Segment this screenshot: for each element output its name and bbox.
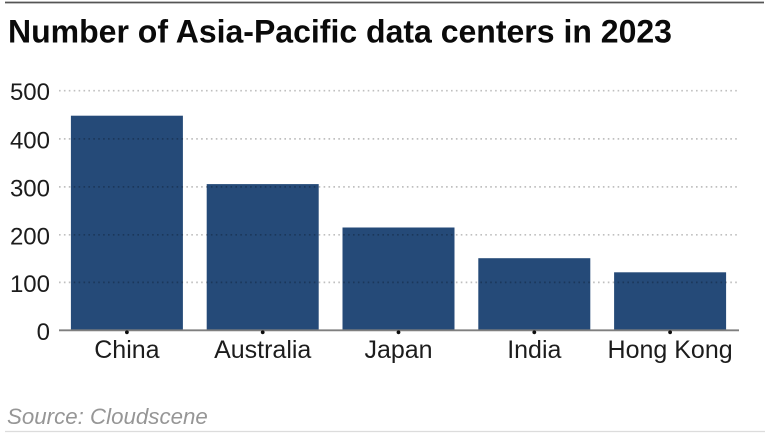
svg-text:0: 0 bbox=[37, 319, 50, 346]
svg-text:Number of Asia-Pacific data ce: Number of Asia-Pacific data centers in 2… bbox=[8, 14, 672, 50]
svg-text:India: India bbox=[507, 336, 561, 364]
svg-text:300: 300 bbox=[10, 175, 50, 202]
svg-text:Australia: Australia bbox=[214, 336, 311, 364]
svg-text:500: 500 bbox=[10, 79, 50, 106]
svg-text:400: 400 bbox=[10, 127, 50, 154]
svg-text:Hong Kong: Hong Kong bbox=[608, 336, 733, 364]
svg-text:China: China bbox=[94, 336, 159, 364]
svg-text:Japan: Japan bbox=[364, 336, 432, 364]
svg-text:100: 100 bbox=[10, 271, 50, 298]
svg-text:Source: Cloudscene: Source: Cloudscene bbox=[7, 404, 208, 429]
svg-text:200: 200 bbox=[10, 223, 50, 250]
